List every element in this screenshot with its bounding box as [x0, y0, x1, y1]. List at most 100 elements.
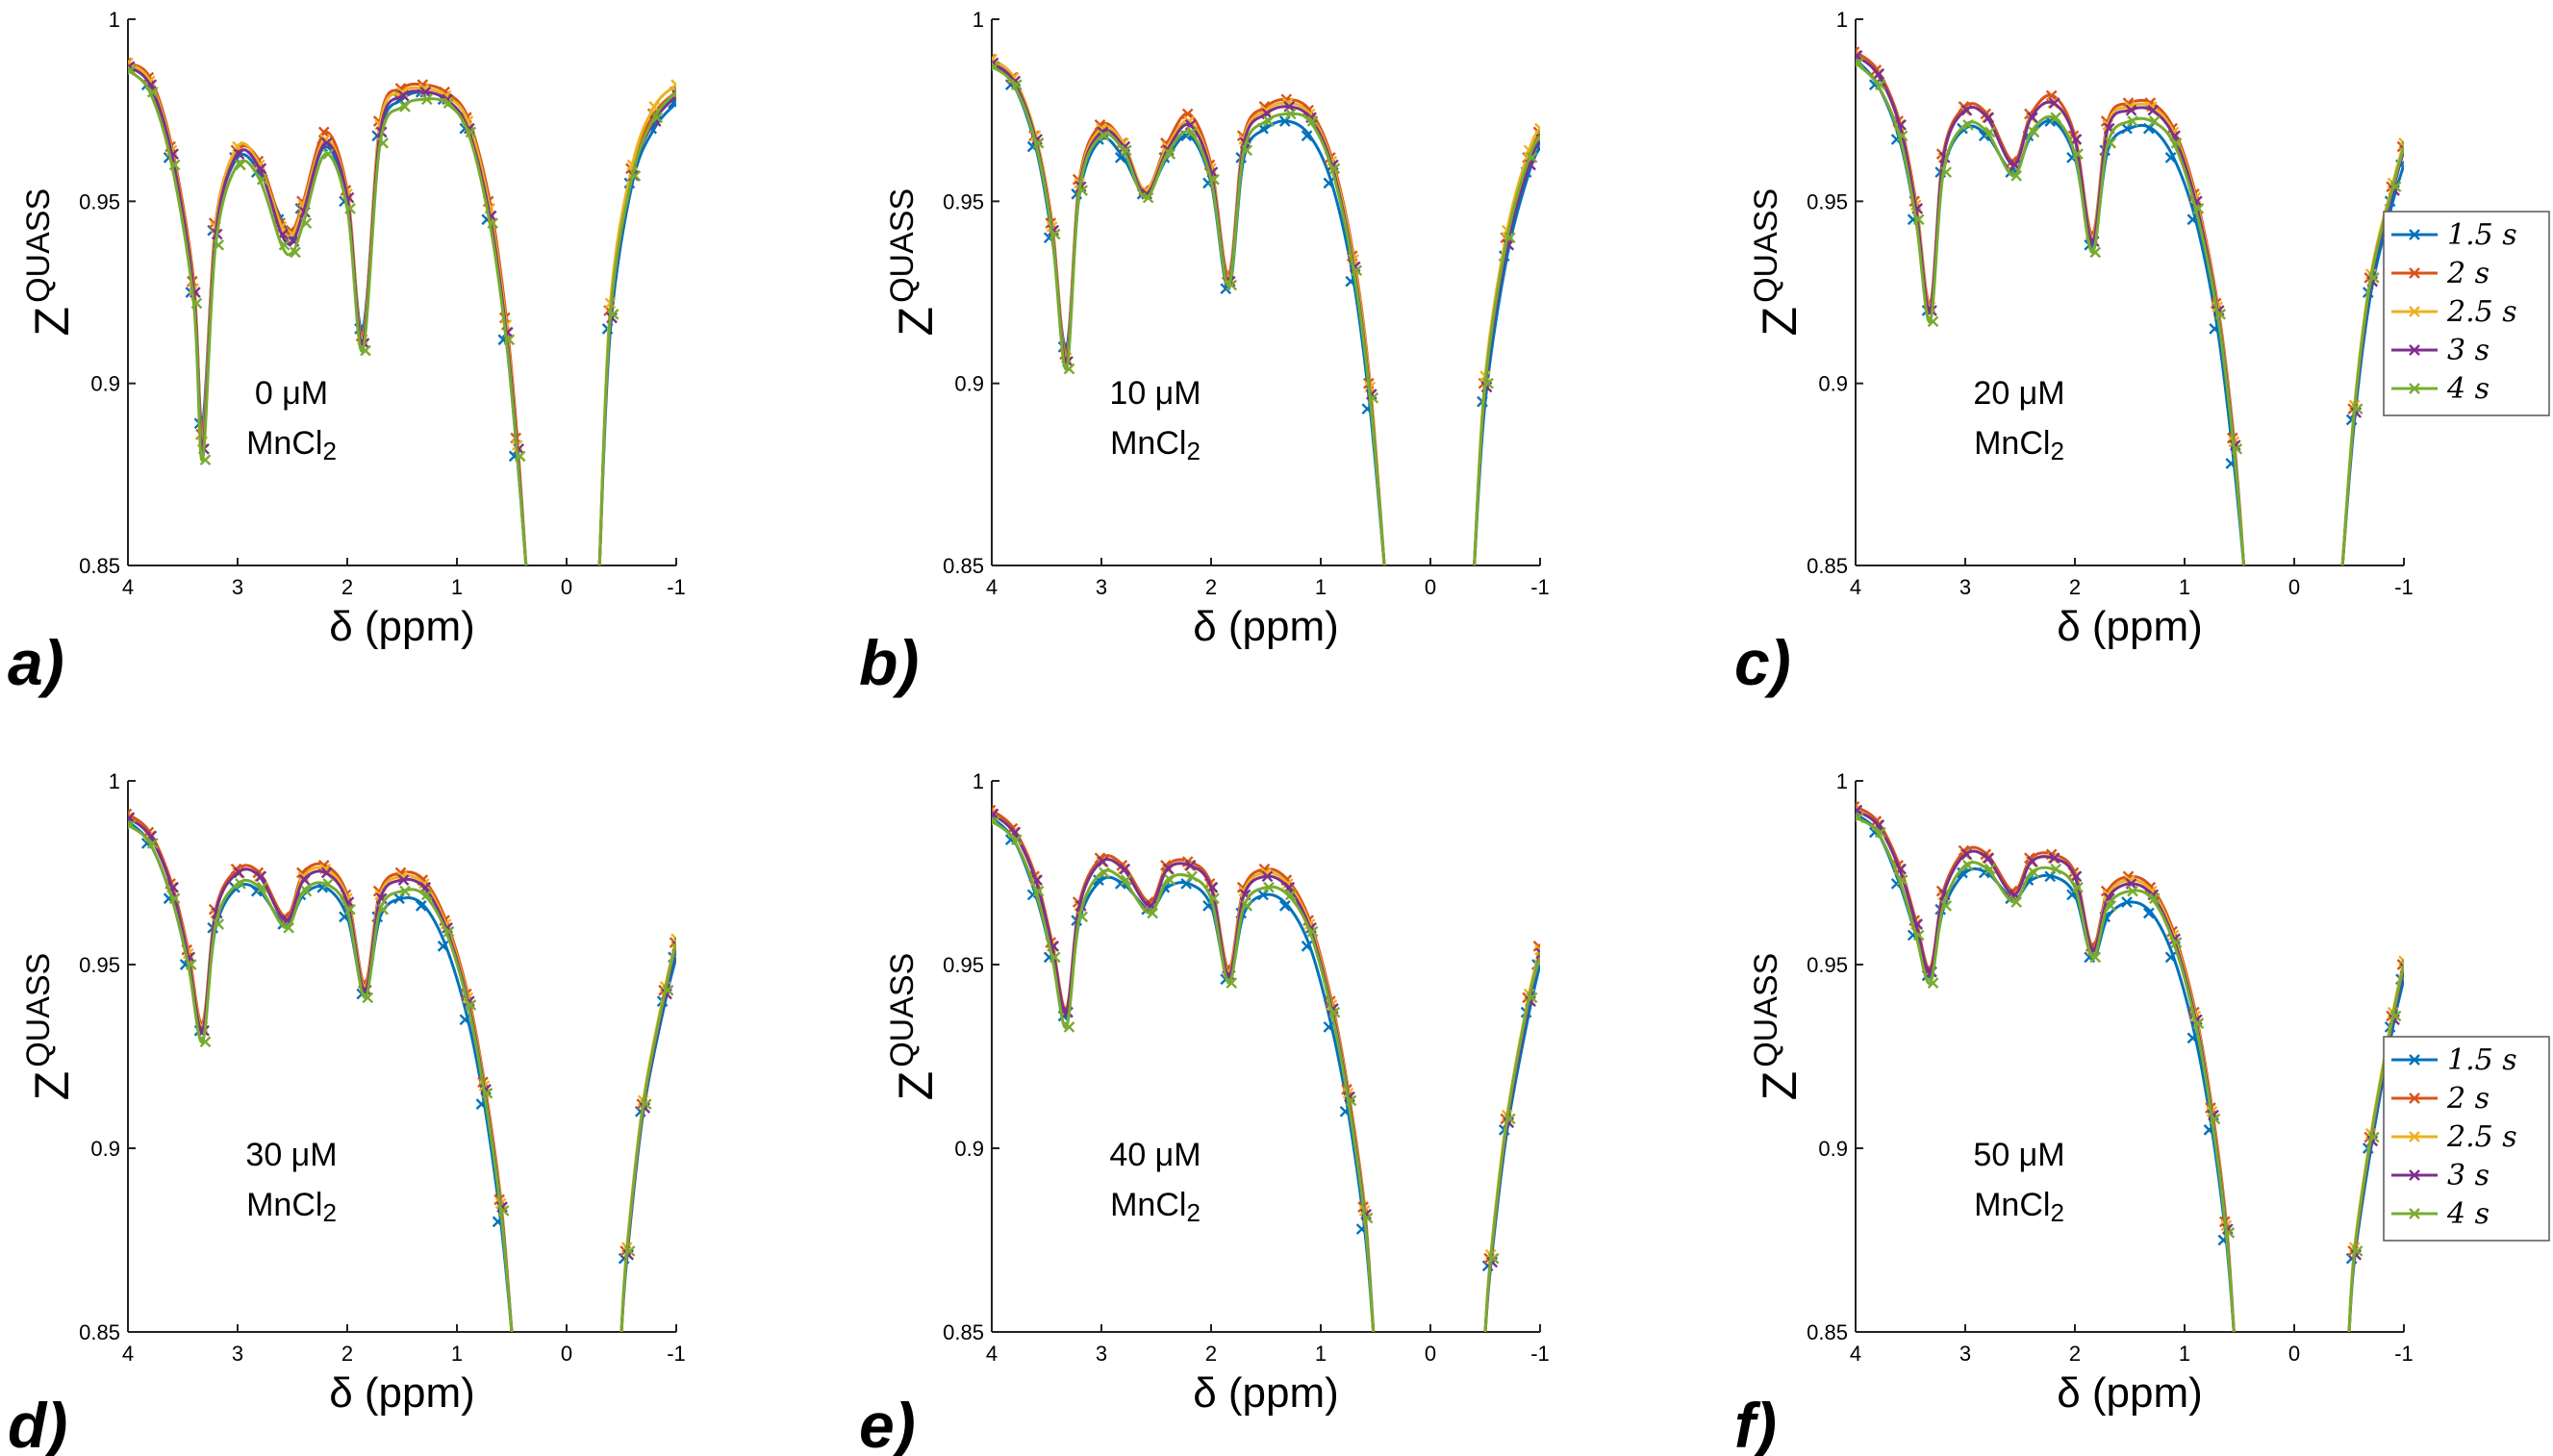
- series-line: [1856, 50, 2246, 565]
- series-line: [1483, 964, 1540, 1332]
- data-point: [623, 1245, 636, 1257]
- x-tick-label: 3: [1959, 575, 1971, 599]
- data-point: [1301, 130, 1313, 142]
- series-line: [619, 956, 676, 1332]
- series-line: [128, 816, 514, 1332]
- x-tick-label: 4: [1850, 1342, 1861, 1366]
- legend: 1.5 s 2 s 2.5 s 3 s 4 s: [2383, 211, 2550, 416]
- data-point: [1874, 79, 1886, 91]
- data-point: [1323, 1021, 1335, 1033]
- data-point: [2147, 104, 2160, 116]
- panel-letter: a): [8, 627, 64, 698]
- legend-marker: [2409, 1208, 2420, 1219]
- data-point: [1301, 941, 1313, 952]
- data-point: [1284, 889, 1297, 901]
- series-line: [992, 64, 1386, 565]
- data-point: [1241, 900, 1253, 912]
- legend: 1.5 s 2 s 2.5 s 3 s 4 s: [2383, 1036, 2550, 1242]
- data-point: [1534, 943, 1540, 956]
- data-point: [442, 925, 455, 938]
- data-point: [420, 93, 433, 106]
- data-point: [2127, 115, 2138, 127]
- data-point: [213, 918, 225, 930]
- data-point: [128, 64, 137, 76]
- x-tick-label: 0: [561, 1342, 572, 1366]
- data-point: [320, 137, 333, 149]
- series-line: [1473, 138, 1540, 565]
- series-4-s: [1856, 812, 2404, 1332]
- series-line: [1473, 127, 1540, 565]
- x-tick-label: 4: [122, 575, 134, 599]
- y-tick-label: 0.95: [943, 189, 984, 213]
- data-point: [1351, 264, 1363, 277]
- data-point: [344, 203, 356, 214]
- data-point: [1099, 866, 1110, 879]
- data-point: [1010, 79, 1023, 91]
- data-point: [235, 878, 246, 890]
- data-point: [503, 334, 516, 346]
- data-point: [2050, 112, 2062, 124]
- data-point: [146, 86, 159, 98]
- data-point: [1142, 191, 1154, 204]
- data-point: [1537, 951, 1540, 964]
- data-point: [1537, 130, 1540, 142]
- data-point: [2050, 863, 2062, 875]
- x-axis-label: δ (ppm): [329, 1369, 475, 1417]
- x-axis-label: δ (ppm): [2057, 603, 2203, 650]
- data-point: [1856, 804, 1863, 816]
- data-point: [2401, 959, 2404, 970]
- legend-marker: [2409, 229, 2420, 240]
- series-line: [619, 945, 676, 1332]
- panel-letter: c): [1734, 627, 1791, 698]
- data-point: [1099, 130, 1110, 142]
- y-tick-label: 1: [109, 769, 120, 793]
- chart-panel-2: 4 3 2 1 0 -1 0.85 0.9 0.95 1 δ (ppm) ZQUASS b) 10 μM M…: [859, 8, 1550, 698]
- series-line: [619, 941, 676, 1332]
- data-point: [1856, 50, 1863, 62]
- data-point: [2164, 152, 2177, 163]
- data-point: [992, 816, 1000, 827]
- data-point: [2164, 951, 2177, 964]
- series-2-5-s: [128, 57, 676, 565]
- x-tick-label: 2: [1205, 575, 1217, 599]
- x-tick-label: -1: [667, 1342, 686, 1366]
- data-point: [514, 450, 526, 463]
- data-point: [1873, 67, 1885, 80]
- x-tick-label: -1: [1530, 1342, 1550, 1366]
- data-point: [1361, 1212, 1374, 1224]
- concentration-label: 20 μM: [1973, 375, 2064, 412]
- x-tick-label: 1: [1315, 1342, 1327, 1366]
- x-tick-label: -1: [2394, 1342, 2414, 1366]
- data-point: [278, 238, 291, 251]
- data-point: [2028, 126, 2040, 138]
- data-point: [2010, 896, 2023, 908]
- y-tick-label: 0.95: [79, 189, 120, 213]
- data-point: [415, 900, 427, 912]
- data-point: [2089, 951, 2102, 964]
- series-line: [1856, 54, 2246, 565]
- series-line: [1856, 805, 2236, 1332]
- data-point: [2231, 442, 2243, 455]
- data-point: [199, 1036, 212, 1048]
- data-point: [1345, 1094, 1357, 1107]
- data-point: [2105, 137, 2117, 149]
- x-tick-label: -1: [667, 575, 686, 599]
- chart-panel-4: 4 3 2 1 0 -1 0.85 0.9 0.95 1 δ (ppm) ZQUASS d) 30 μM M…: [8, 769, 686, 1456]
- data-point: [442, 97, 455, 109]
- data-point: [1328, 163, 1341, 175]
- data-point: [299, 874, 311, 886]
- data-point: [1063, 363, 1075, 375]
- data-point: [1278, 900, 1291, 912]
- data-point: [481, 1087, 493, 1099]
- data-point: [2105, 900, 2117, 912]
- series-line: [1856, 813, 2236, 1332]
- data-point: [629, 169, 642, 182]
- series-line: [992, 813, 1376, 1332]
- data-point: [1962, 118, 1974, 131]
- chart-panel-3: 4 3 2 1 0 -1 0.85 0.9 0.95 1 δ (ppm) ZQUASS c) 20 μM M…: [1734, 8, 2550, 698]
- data-point: [992, 808, 999, 820]
- data-point: [1487, 1252, 1500, 1265]
- data-point: [1184, 860, 1197, 871]
- data-point: [1960, 848, 1973, 861]
